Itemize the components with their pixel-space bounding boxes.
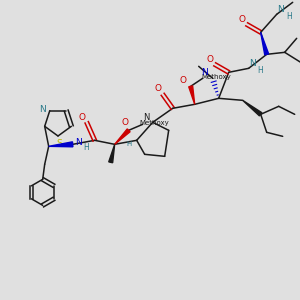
Polygon shape	[115, 129, 130, 144]
Text: O: O	[154, 84, 161, 93]
Text: N: N	[277, 5, 284, 14]
Text: S: S	[56, 139, 62, 148]
Text: Methoxy: Methoxy	[202, 74, 232, 80]
Polygon shape	[109, 144, 115, 163]
Polygon shape	[49, 142, 73, 147]
Polygon shape	[261, 32, 268, 55]
Text: N: N	[249, 59, 256, 68]
Text: O: O	[78, 113, 85, 122]
Polygon shape	[243, 100, 262, 116]
Polygon shape	[189, 86, 195, 104]
Text: O: O	[121, 118, 128, 127]
Text: N: N	[39, 105, 46, 114]
Text: N: N	[75, 138, 82, 147]
Text: Methoxy: Methoxy	[140, 120, 170, 126]
Text: H: H	[257, 66, 262, 75]
Text: H: H	[286, 12, 292, 21]
Text: O: O	[179, 76, 186, 85]
Text: H: H	[83, 143, 88, 152]
Text: N: N	[143, 113, 150, 122]
Text: H: H	[126, 141, 131, 147]
Text: N: N	[201, 68, 208, 77]
Text: O: O	[238, 15, 245, 24]
Text: O: O	[206, 55, 213, 64]
